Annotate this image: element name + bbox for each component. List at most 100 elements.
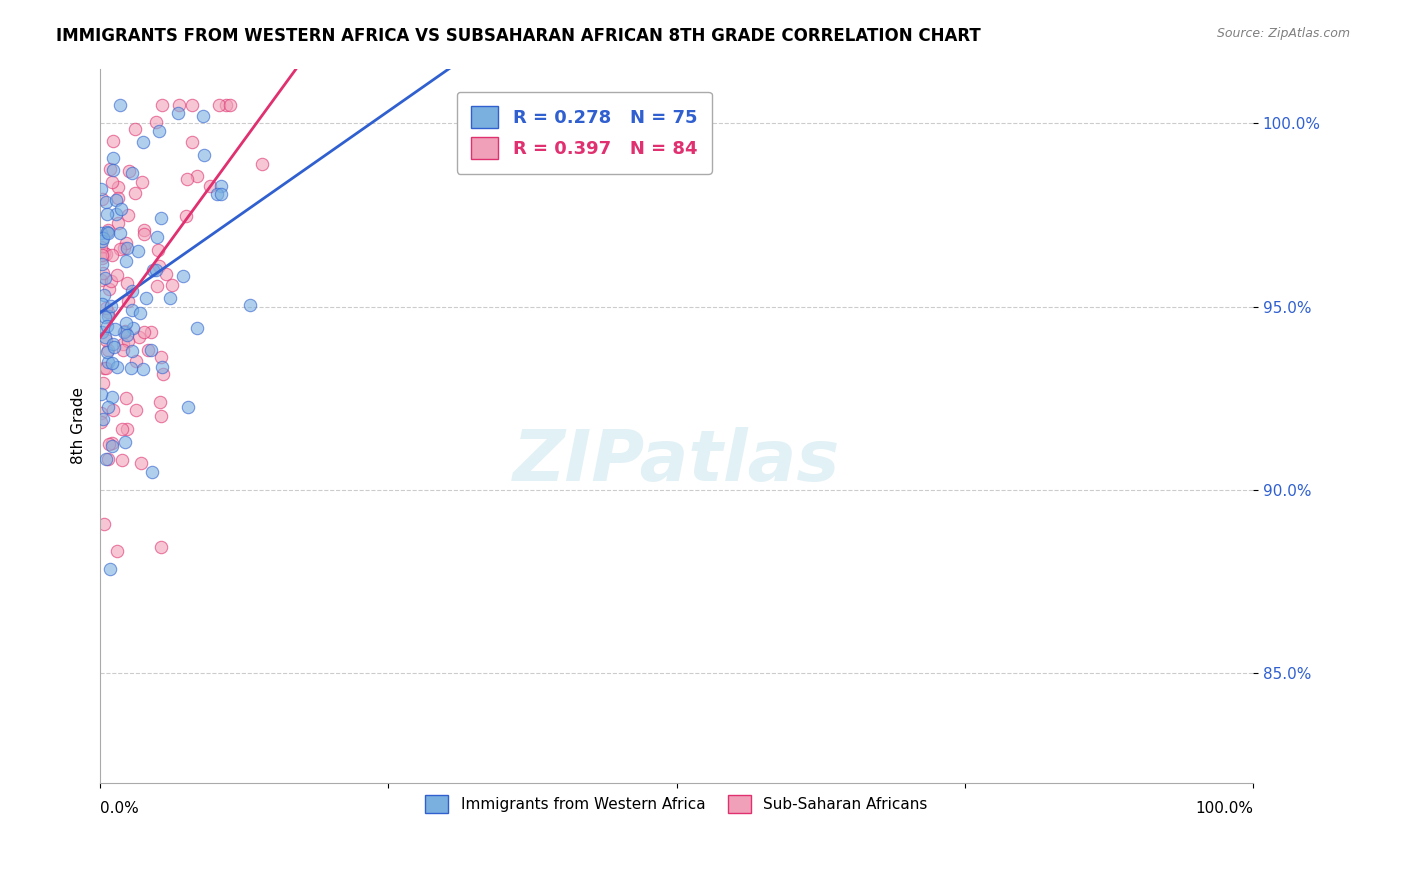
Point bbox=[117, 241, 139, 255]
Point bbox=[111, 422, 134, 436]
Point bbox=[90, 248, 112, 262]
Point bbox=[149, 394, 172, 409]
Point bbox=[90, 182, 112, 196]
Point bbox=[135, 291, 157, 305]
Point bbox=[90, 406, 112, 420]
Point bbox=[101, 439, 124, 453]
Point bbox=[97, 401, 120, 415]
Point bbox=[91, 257, 114, 271]
Point bbox=[198, 179, 221, 194]
Point bbox=[120, 360, 142, 375]
Point bbox=[121, 343, 143, 358]
Point bbox=[97, 452, 120, 467]
Point bbox=[117, 276, 139, 290]
Point bbox=[101, 390, 124, 404]
Point bbox=[96, 225, 118, 239]
Point bbox=[91, 266, 114, 280]
Point bbox=[132, 362, 155, 376]
Point bbox=[100, 274, 122, 288]
Point bbox=[145, 263, 167, 277]
Point bbox=[209, 187, 232, 202]
Point bbox=[128, 329, 150, 343]
Point bbox=[110, 202, 132, 217]
Point bbox=[100, 299, 122, 313]
Point bbox=[101, 163, 124, 178]
Point bbox=[215, 98, 238, 112]
Point bbox=[94, 246, 117, 260]
Point bbox=[176, 171, 198, 186]
Point bbox=[205, 186, 228, 201]
Point bbox=[97, 226, 120, 240]
Point bbox=[180, 135, 202, 149]
Point bbox=[101, 403, 124, 417]
Point bbox=[97, 355, 120, 369]
Point bbox=[125, 354, 148, 368]
Point bbox=[111, 453, 134, 467]
Point bbox=[129, 456, 152, 470]
Point bbox=[90, 387, 112, 401]
Point bbox=[101, 248, 124, 262]
Point bbox=[177, 401, 200, 415]
Point bbox=[90, 415, 112, 429]
Text: 0.0%: 0.0% bbox=[100, 801, 139, 816]
Point bbox=[193, 148, 215, 162]
Point bbox=[117, 293, 139, 308]
Point bbox=[90, 226, 112, 240]
Point bbox=[97, 305, 120, 319]
Point bbox=[155, 267, 177, 281]
Point bbox=[124, 402, 146, 417]
Point bbox=[134, 325, 156, 339]
Point bbox=[174, 209, 197, 223]
Point bbox=[90, 297, 112, 311]
Text: 100.0%: 100.0% bbox=[1195, 801, 1253, 816]
Point bbox=[96, 319, 118, 334]
Legend: Immigrants from Western Africa, Sub-Saharan Africans: Immigrants from Western Africa, Sub-Saha… bbox=[413, 782, 939, 825]
Point bbox=[136, 343, 159, 357]
Point bbox=[152, 98, 174, 112]
Point bbox=[103, 340, 125, 354]
Point bbox=[101, 151, 124, 165]
Point bbox=[180, 98, 202, 112]
Point bbox=[131, 135, 153, 149]
Point bbox=[139, 325, 162, 339]
Point bbox=[146, 279, 169, 293]
Point bbox=[97, 310, 120, 324]
Point bbox=[90, 273, 112, 287]
Point bbox=[172, 268, 194, 283]
Point bbox=[115, 422, 138, 436]
Point bbox=[107, 180, 129, 194]
Point bbox=[150, 359, 173, 374]
Point bbox=[239, 298, 262, 312]
Point bbox=[132, 223, 155, 237]
Point bbox=[93, 360, 115, 375]
Point bbox=[90, 234, 112, 248]
Point bbox=[105, 359, 128, 374]
Point bbox=[98, 282, 121, 296]
Point bbox=[149, 350, 172, 364]
Point bbox=[91, 231, 114, 245]
Point bbox=[112, 241, 135, 255]
Point bbox=[97, 343, 120, 357]
Point bbox=[127, 244, 149, 258]
Point bbox=[150, 541, 173, 555]
Point bbox=[104, 193, 127, 207]
Point bbox=[105, 207, 128, 221]
Point bbox=[100, 356, 122, 370]
Point bbox=[148, 124, 170, 138]
Point bbox=[146, 230, 169, 244]
Point bbox=[118, 163, 141, 178]
Point bbox=[124, 186, 146, 200]
Point bbox=[98, 161, 121, 176]
Point bbox=[121, 302, 143, 317]
Point bbox=[218, 98, 240, 112]
Point bbox=[101, 436, 124, 450]
Point bbox=[108, 98, 131, 112]
Point bbox=[97, 223, 120, 237]
Point bbox=[117, 208, 139, 222]
Point bbox=[115, 392, 138, 406]
Point bbox=[250, 157, 273, 171]
Point bbox=[121, 285, 143, 299]
Point bbox=[91, 376, 114, 391]
Point bbox=[115, 254, 138, 268]
Point bbox=[101, 175, 124, 189]
